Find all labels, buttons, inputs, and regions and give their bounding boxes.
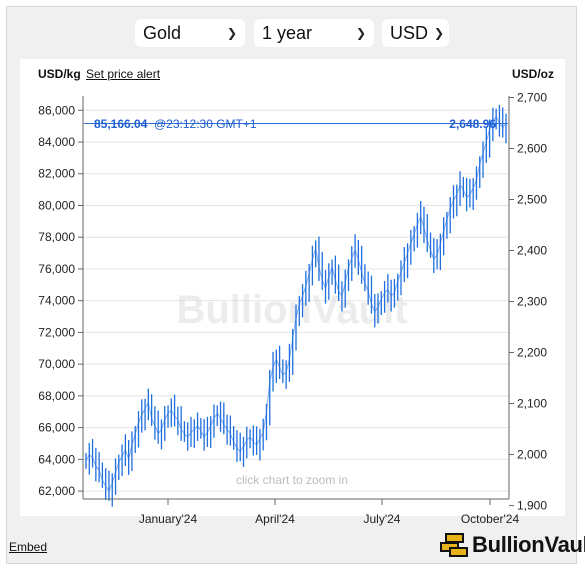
x-tick-label: October'24	[461, 512, 520, 526]
right-tick-label: 2,500	[517, 192, 547, 206]
right-tick-label: 2,300	[517, 295, 547, 309]
left-tick-label: 72,000	[38, 325, 75, 339]
x-axis-ticks: January'24 April'24 July'24 October'24	[139, 499, 520, 526]
period-select-value: 1 year	[262, 22, 313, 43]
metal-select[interactable]: Gold ❯	[135, 19, 245, 47]
left-tick-label: 80,000	[38, 198, 75, 212]
right-tick-label: 2,600	[517, 141, 547, 155]
left-tick-label: 66,000	[38, 421, 75, 435]
gold-bars-icon	[440, 533, 468, 557]
right-tick-label: 2,000	[517, 448, 547, 462]
brand-logo[interactable]: BullionVault	[440, 532, 585, 558]
gridlines	[83, 109, 509, 492]
current-price-kg: 85,166.04	[94, 117, 148, 131]
left-tick-label: 84,000	[38, 135, 75, 149]
right-axis-unit: USD/oz	[512, 67, 554, 81]
right-tick-label: 2,700	[517, 90, 547, 104]
left-axis-unit: USD/kg	[38, 67, 81, 81]
left-axis-ticks: 62,000 64,000 66,000 68,000 70,000 72,000 74,0…	[38, 103, 83, 498]
left-tick-label: 76,000	[38, 262, 75, 276]
controls-bar: Gold ❯ 1 year ❯ USD ❯	[0, 19, 585, 49]
currency-select-value: USD	[390, 22, 429, 43]
left-tick-label: 70,000	[38, 357, 75, 371]
chevron-down-icon: ❯	[226, 26, 237, 40]
right-axis-ticks: 1,900 2,000 2,100 2,200 2,300 2,400 2,500 2,600…	[509, 90, 547, 513]
right-tick-label: 2,200	[517, 346, 547, 360]
currency-select[interactable]: USD ❯	[382, 19, 449, 47]
metal-select-value: Gold	[143, 22, 182, 43]
left-tick-label: 82,000	[38, 167, 75, 181]
embed-link[interactable]: Embed	[9, 540, 48, 554]
watermark: BullionVault	[176, 288, 407, 332]
left-tick-label: 62,000	[38, 484, 75, 498]
price-series	[85, 104, 507, 507]
left-tick-label: 64,000	[38, 452, 75, 466]
left-tick-label: 86,000	[38, 103, 75, 117]
current-price-time: @23:12:30 GMT+1	[154, 117, 257, 131]
x-tick-label: January'24	[139, 512, 198, 526]
set-price-alert-link[interactable]: Set price alert	[86, 67, 161, 81]
left-tick-label: 74,000	[38, 294, 75, 308]
chevron-down-icon: ❯	[355, 26, 366, 40]
left-tick-label: 68,000	[38, 389, 75, 403]
right-tick-label: 2,400	[517, 244, 547, 258]
chevron-down-icon: ❯	[434, 26, 445, 40]
x-tick-label: April'24	[255, 512, 295, 526]
brand-name: BullionVault	[472, 532, 585, 557]
current-price-oz: 2,648.96	[449, 117, 496, 131]
left-tick-label: 78,000	[38, 230, 75, 244]
price-line	[85, 115, 507, 493]
right-tick-label: 2,100	[517, 397, 547, 411]
period-select[interactable]: 1 year ❯	[254, 19, 374, 47]
x-tick-label: July'24	[364, 512, 401, 526]
zoom-hint: click chart to zoom in	[236, 473, 348, 487]
right-tick-label: 1,900	[517, 499, 547, 513]
plot-area	[20, 59, 565, 516]
